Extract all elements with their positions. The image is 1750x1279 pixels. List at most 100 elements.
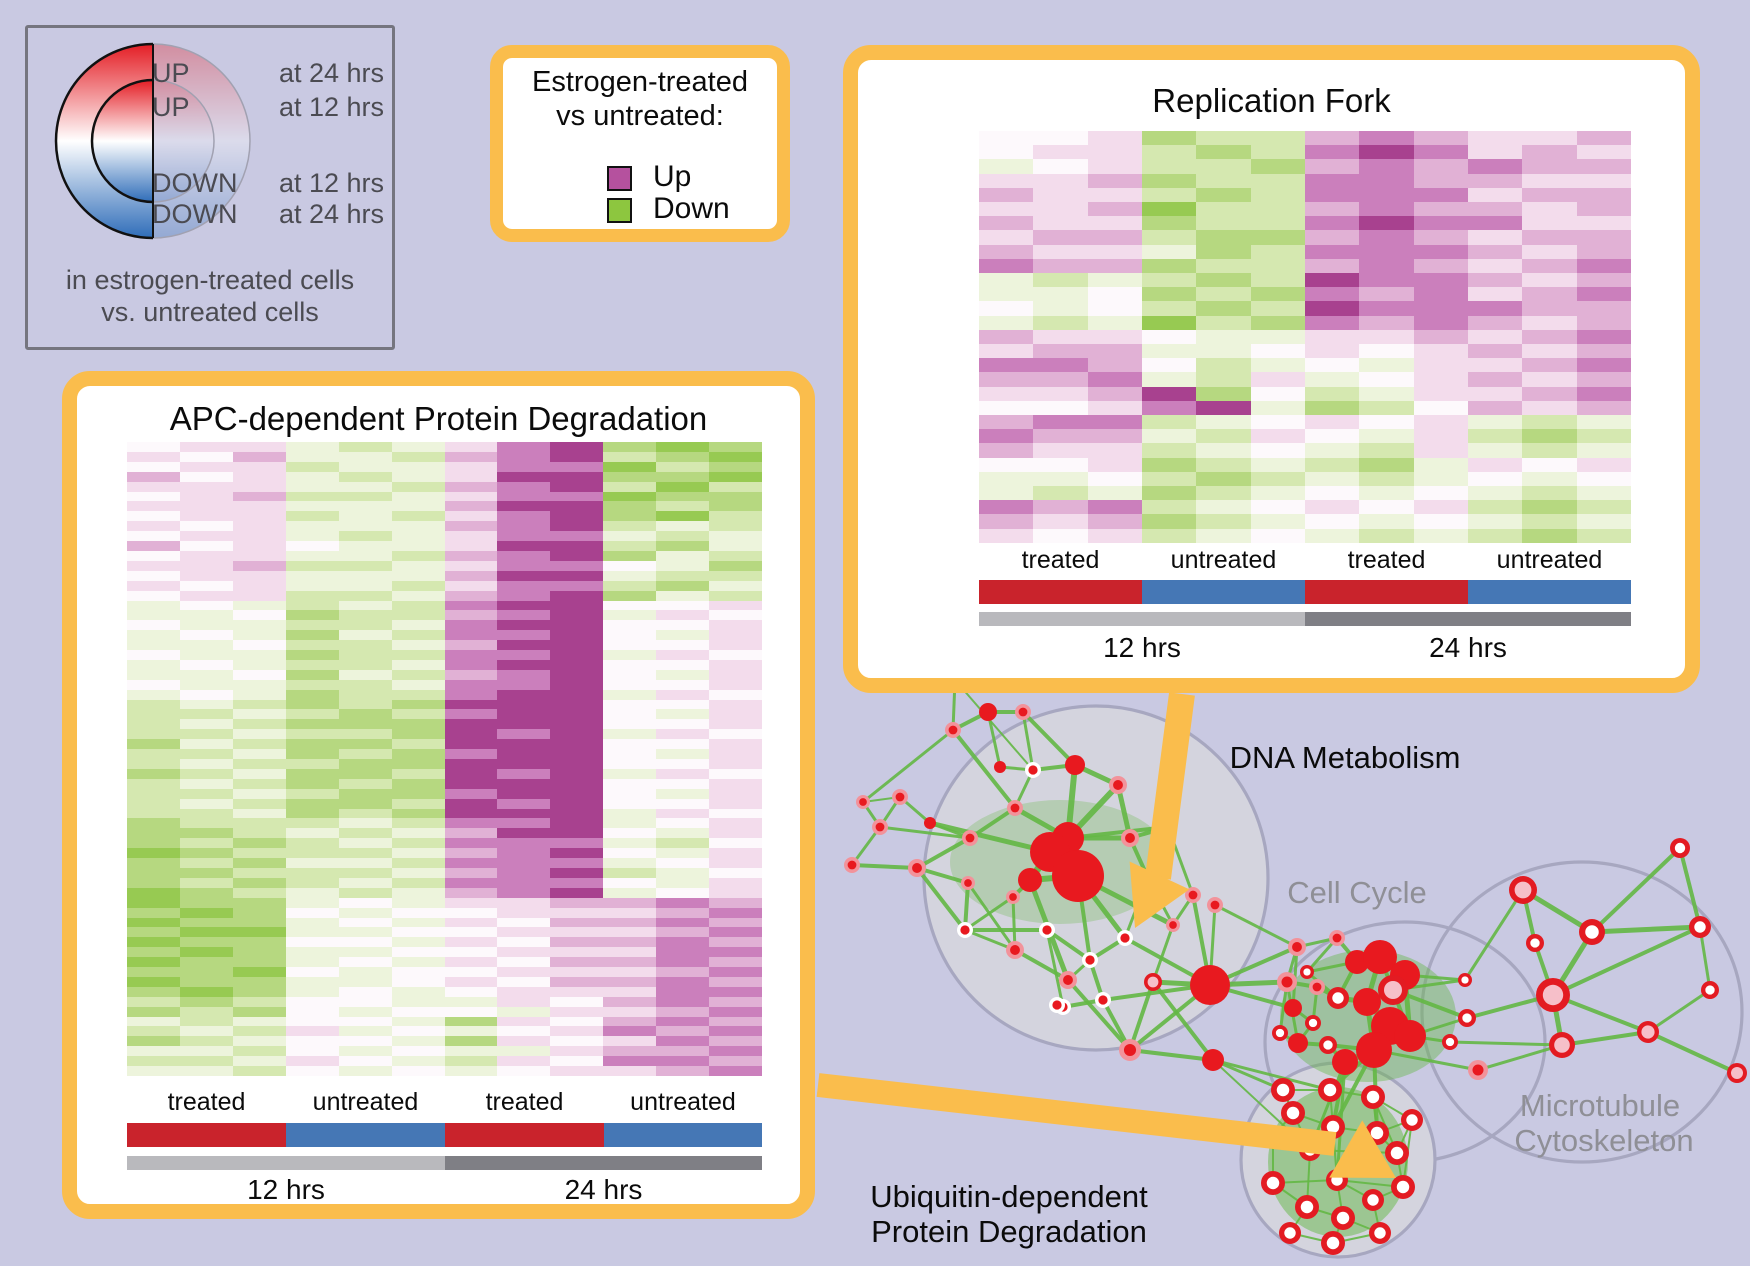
network-node-core — [1326, 1120, 1340, 1134]
heatmap-row — [979, 457, 1631, 472]
rep-24hrs-bar — [1305, 612, 1631, 626]
network-node — [1052, 850, 1104, 902]
gradient-legend-box: UP at 24 hrs UP at 12 hrs DOWN at 12 hrs… — [25, 25, 395, 350]
heatmap-row — [127, 471, 763, 482]
heatmap-row — [127, 689, 763, 700]
heatmap-row — [127, 927, 763, 938]
network-edge — [1678, 847, 1702, 928]
arrow-replication-to-dna-head — [1129, 861, 1190, 928]
replication-fork-box: Replication Fork treated untreated treat… — [843, 45, 1700, 693]
heatmap-row — [979, 187, 1631, 203]
network-node-core — [1674, 842, 1686, 854]
updown-legend-title-line2: vs untreated: — [556, 100, 724, 132]
rep-col-untreated-12: untreated — [1170, 546, 1277, 574]
network-node-core — [1284, 1227, 1296, 1239]
heatmap-row — [127, 798, 763, 809]
up-down-gradient-circle — [54, 42, 251, 240]
heatmap-row — [127, 828, 763, 839]
network-node-core — [1370, 1126, 1384, 1140]
heatmap-row — [979, 173, 1631, 188]
network-node — [1065, 755, 1085, 775]
heatmap-row — [127, 610, 763, 621]
apc-col-treated-24: treated — [485, 1088, 564, 1116]
network-node-core — [1390, 1146, 1404, 1160]
heatmap-row — [979, 528, 1631, 543]
cluster-label: Protein Degradation — [871, 1214, 1147, 1249]
legend-row-time-3: at 24 hrs — [278, 199, 384, 229]
heatmap-row — [979, 486, 1631, 501]
network-node-core — [895, 792, 905, 802]
heatmap-row — [127, 976, 763, 987]
network-node-core — [1462, 1013, 1472, 1023]
heatmap-row — [127, 442, 763, 452]
rep-untreated-bar-12 — [1142, 580, 1305, 604]
network-edge — [964, 895, 1014, 932]
network-node-core — [1028, 765, 1038, 775]
network-node-core — [1384, 981, 1402, 999]
updown-legend-box: Estrogen-treated vs untreated: Up Down — [490, 45, 790, 242]
rep-col-untreated-24: untreated — [1496, 546, 1603, 574]
network-node-core — [960, 925, 970, 935]
arrow-apc-to-ubiquitin-head — [1329, 1120, 1396, 1178]
network-node-core — [1326, 1236, 1340, 1250]
network-node-core — [1514, 881, 1532, 899]
network-edge — [1212, 1058, 1331, 1092]
network-edge — [1151, 980, 1215, 1062]
heatmap-row — [127, 818, 763, 829]
heatmap-row — [127, 461, 763, 472]
up-label: Up — [653, 160, 692, 193]
cluster-label: Ubiquitin-dependent — [870, 1179, 1148, 1214]
network-node — [1356, 1032, 1392, 1068]
heatmap-row — [127, 897, 763, 908]
legend-footer-line2: vs. untreated cells — [101, 297, 319, 327]
heatmap-row — [127, 867, 763, 878]
rep-col-treated-24: treated — [1347, 546, 1426, 574]
heatmap-row — [127, 451, 763, 462]
heatmap-row — [127, 709, 763, 720]
heatmap-row — [979, 344, 1631, 359]
heatmap-row — [127, 590, 763, 601]
network-node-core — [1367, 1194, 1379, 1206]
rep-12hrs-bar — [979, 612, 1305, 626]
network-node-core — [1188, 890, 1198, 900]
heatmap-row — [979, 415, 1631, 430]
network-edge — [1647, 988, 1711, 1034]
apc-treated-bar-12 — [127, 1123, 286, 1147]
heatmap-row — [127, 768, 763, 779]
heatmap-row — [979, 514, 1631, 529]
network-node-core — [1210, 900, 1220, 910]
heatmap-row — [127, 679, 763, 690]
network-node — [1332, 1049, 1358, 1075]
network-node-core — [1406, 1114, 1418, 1126]
network-edge — [1128, 981, 1155, 1051]
heatmap-row — [979, 386, 1631, 401]
replication-heatmap-grid — [979, 131, 1631, 543]
network-node-core — [1300, 1200, 1314, 1214]
heatmap-row — [979, 230, 1631, 245]
heatmap-row — [979, 273, 1631, 288]
heatmap-row — [127, 986, 763, 997]
legend-row-dir-2: DOWN — [152, 168, 238, 198]
network-node-core — [1275, 1028, 1285, 1038]
apc-24hrs-label: 24 hrs — [564, 1174, 643, 1205]
heatmap-row — [127, 778, 763, 789]
network-edge — [1014, 948, 1069, 982]
cluster-label: Cell Cycle — [1287, 875, 1427, 910]
heatmap-row — [127, 759, 763, 769]
network-node-core — [1445, 1037, 1455, 1047]
network-node — [1018, 868, 1042, 892]
network-node-core — [1554, 1037, 1570, 1053]
heatmap-row — [127, 620, 763, 631]
network-node-core — [1694, 921, 1706, 933]
heatmap-row — [127, 858, 763, 868]
apc-12hrs-label: 12 hrs — [247, 1174, 325, 1205]
rep-treated-bar-24 — [1305, 580, 1468, 604]
heatmap-row — [127, 511, 763, 522]
network-edge — [1212, 1058, 1284, 1092]
network-node-core — [1123, 1043, 1137, 1057]
heatmap-row — [127, 937, 763, 948]
heatmap-row — [979, 443, 1631, 458]
heatmap-row — [979, 358, 1631, 373]
heatmap-row — [127, 1016, 763, 1027]
